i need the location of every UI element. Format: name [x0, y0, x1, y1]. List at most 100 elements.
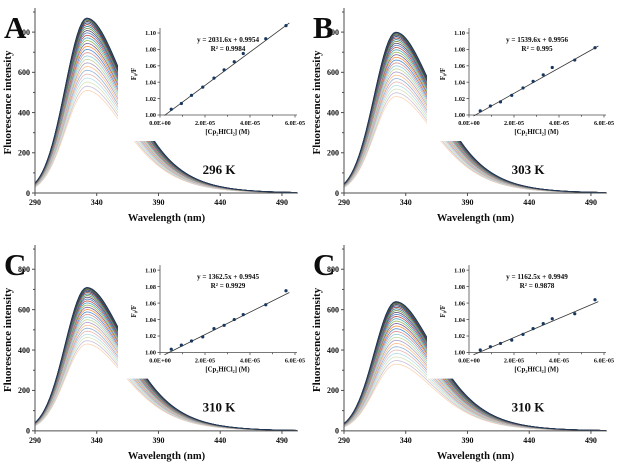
inset-data-points — [169, 24, 288, 111]
inset-y-tick-label: 1.08 — [454, 283, 465, 290]
inset-data-point — [212, 76, 216, 80]
inset-data-point — [179, 342, 183, 347]
y-tick-label: 0 — [26, 189, 30, 198]
inset-r-squared: R² = 0.995 — [521, 45, 553, 53]
y-tick-label: 400 — [327, 108, 339, 117]
y-axis-title: Fluorescence intensity — [311, 287, 323, 392]
inset-data-point — [550, 316, 554, 320]
inset-x-tick-label: 6.0E-05 — [285, 357, 305, 364]
inset-axes — [157, 264, 297, 355]
inset-data-point — [478, 109, 482, 113]
y-tick-label: 400 — [327, 345, 339, 354]
main-axes — [32, 244, 298, 434]
x-tick-label: 340 — [400, 435, 412, 444]
inset-data-point — [541, 321, 545, 325]
temperature-label: 303 K — [512, 162, 546, 177]
inset-y-tick-label: 1.10 — [454, 267, 465, 274]
inset-background — [427, 250, 617, 379]
inset-y-axis-title: F₀/F — [440, 305, 447, 317]
inset-x-tick-label: 4.0E-05 — [240, 120, 260, 127]
spectrum-curve — [343, 300, 606, 431]
inset-y-axis-title: F₀/F — [131, 305, 138, 317]
temperature-label: 310 K — [203, 399, 237, 414]
panel-letter: C — [313, 247, 335, 282]
inset-x-tick-label: 2.0E-05 — [195, 120, 215, 127]
y-tick-label: 200 — [18, 386, 30, 395]
inset-x-axis-title: [Cp₂HfCl₂] (M) — [514, 366, 558, 373]
y-tick-label: 0 — [335, 426, 339, 435]
inset-data-point — [478, 347, 482, 352]
inset-data-point — [531, 326, 535, 330]
chart-panel-A: 0 200 400 600 800 290 340 390 440 490 Wavelength (… — [2, 8, 308, 224]
inset-data-point — [573, 58, 577, 62]
inset-y-tick-label: 1.04 — [145, 79, 156, 86]
inset-data-point — [201, 85, 205, 89]
inset-data-point — [264, 302, 268, 306]
y-tick-label: 0 — [26, 426, 30, 435]
inset-data-points — [169, 288, 288, 351]
inset-y-tick-label: 1.06 — [454, 63, 465, 70]
main-axes — [341, 244, 607, 434]
x-tick-label: 290 — [338, 435, 350, 444]
inset-data-point — [201, 334, 205, 338]
inset-x-tick-label: 0.0E+00 — [149, 357, 171, 364]
y-tick-label: 600 — [327, 68, 339, 77]
x-tick-label: 490 — [276, 198, 288, 207]
inset-data-point — [264, 37, 268, 41]
inset-fit-line — [473, 45, 599, 117]
y-tick-label: 800 — [327, 28, 339, 37]
x-axis-title: Wavelength (nm) — [128, 450, 206, 461]
x-tick-label: 390 — [461, 198, 473, 207]
inset-x-tick-label: 4.0E-05 — [549, 357, 569, 364]
inset-x-tick-label: 0.0E+00 — [458, 120, 480, 127]
inset-data-points — [478, 297, 597, 352]
inset-data-point — [510, 93, 514, 97]
temperature-label: 310 K — [512, 399, 546, 414]
y-tick-label: 0 — [335, 189, 339, 198]
x-tick-label: 290 — [29, 198, 41, 207]
spectra-curves — [343, 31, 606, 194]
panel-letter: A — [4, 10, 27, 45]
inset-data-point — [521, 86, 525, 90]
x-tick-label: 290 — [29, 435, 41, 444]
inset-x-tick-label: 4.0E-05 — [549, 120, 569, 127]
panel-B: 0 200 400 600 800 290 340 390 440 490 Wavelength (… — [309, 0, 618, 236]
y-tick-label: 200 — [327, 149, 339, 158]
spectrum-curve — [343, 31, 606, 193]
inset-axes — [157, 28, 297, 118]
x-tick-label: 440 — [214, 198, 226, 207]
inset-y-tick-label: 1.00 — [454, 349, 465, 356]
inset-x-tick-label: 0.0E+00 — [458, 357, 480, 364]
inset-x-axis-title: [Cp₂HfCl₂] (M) — [205, 129, 249, 136]
inset-background — [427, 14, 617, 141]
x-axis-title: Wavelength (nm) — [437, 450, 515, 461]
panel-C-left: 0 200 400 600 800 290 340 390 440 490 Wavelength (… — [0, 237, 309, 473]
inset-data-point — [241, 51, 245, 56]
inset-data-point — [232, 60, 236, 64]
inset-x-axis-title: [Cp₂HfCl₂] (M) — [205, 366, 249, 373]
y-tick-label: 600 — [18, 305, 30, 314]
inset-data-point — [488, 344, 492, 348]
inset-y-tick-label: 1.06 — [145, 63, 156, 70]
inset-axes — [466, 28, 606, 118]
inset-y-tick-label: 1.06 — [145, 300, 156, 307]
inset-y-tick-label: 1.04 — [145, 316, 156, 323]
inset-data-point — [212, 326, 216, 330]
inset-r-squared: R² = 0.9878 — [520, 282, 555, 290]
inset-y-tick-label: 1.10 — [454, 30, 465, 37]
inset-data-point — [510, 338, 514, 342]
x-tick-label: 340 — [400, 198, 412, 207]
x-tick-label: 390 — [152, 435, 164, 444]
inset-data-point — [232, 317, 236, 321]
spectra-curves — [34, 17, 297, 194]
y-tick-label: 200 — [327, 386, 339, 395]
inset-equation: y = 2031.6x + 0.9954 — [197, 36, 260, 44]
inset-data-point — [488, 104, 492, 108]
chart-panel-C: 0 200 400 600 800 290 340 390 440 490 Wavelength (… — [2, 244, 308, 461]
inset-y-tick-label: 1.00 — [454, 112, 465, 119]
inset-data-point — [498, 341, 503, 345]
x-axis-title: Wavelength (nm) — [437, 213, 515, 224]
y-tick-label: 800 — [18, 28, 30, 37]
inset-data-point — [189, 93, 194, 97]
inset-data-point — [222, 68, 226, 72]
